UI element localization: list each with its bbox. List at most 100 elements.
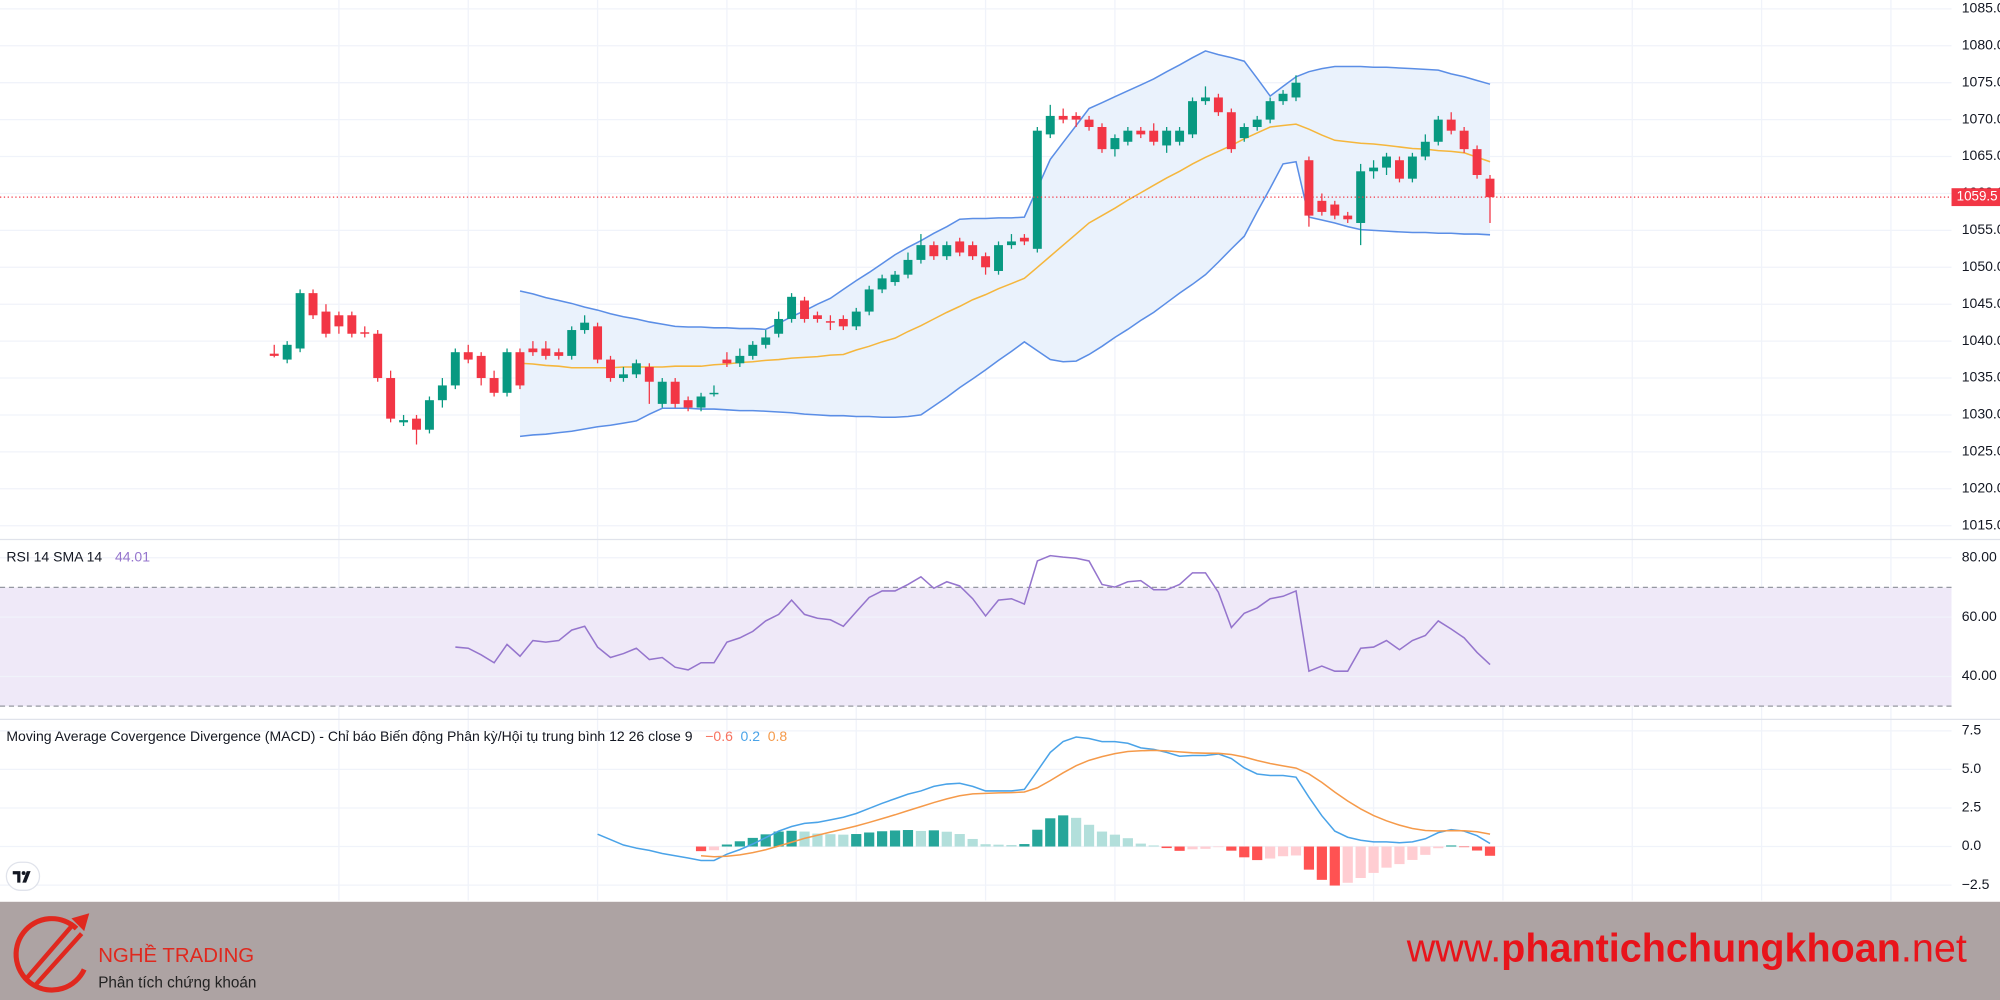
candle-body: [1395, 160, 1404, 179]
candle-body: [1136, 130, 1146, 135]
candle-body: [502, 352, 512, 393]
histogram-bar: [1355, 846, 1366, 878]
grid-layer: [0, 0, 1952, 901]
histogram-bar: [1226, 846, 1237, 851]
histogram-bar: [734, 841, 745, 847]
candle-body: [890, 274, 900, 283]
histogram-bar: [708, 846, 720, 851]
y-tick-label: 1080.0: [1962, 36, 2000, 52]
y-tick-label: 60.00: [1962, 608, 1997, 624]
histogram-bar: [812, 833, 823, 847]
candle-body: [1433, 119, 1443, 142]
histogram-bar: [1290, 846, 1302, 856]
candle-body: [774, 318, 784, 334]
y-tick-label: 1020.0: [1962, 479, 2000, 495]
banner: NGHỀ TRADING Phân tích chứng khoán www.p…: [0, 901, 2000, 1000]
candle-body: [683, 400, 693, 408]
histogram-bar: [695, 846, 707, 852]
y-tick-label: 2.5: [1962, 799, 1982, 815]
candle-body: [412, 418, 421, 430]
candle-body: [282, 344, 292, 360]
url-suffix: .net: [1901, 927, 1967, 971]
candle-body: [929, 245, 939, 257]
histogram-bar: [1265, 846, 1276, 859]
y-tick-label: 0.0: [1962, 837, 1982, 853]
y-tick-label: 1015.0: [1962, 516, 2000, 532]
candle-body: [321, 311, 331, 334]
histogram-bar: [1006, 844, 1017, 847]
histogram-bar: [1471, 846, 1483, 851]
y-tick-label: 1035.0: [1962, 369, 2000, 385]
histogram-bar: [1277, 846, 1289, 857]
candle-body: [670, 381, 680, 404]
candle-body: [864, 289, 874, 312]
candle-body: [1446, 119, 1456, 131]
candle-body: [1382, 156, 1391, 168]
candle-body: [1369, 167, 1379, 172]
y-tick-label: 1030.0: [1962, 406, 2000, 422]
signal-line: [700, 749, 1491, 858]
histogram-bar: [838, 834, 849, 847]
logo-arrows: [23, 922, 84, 987]
candle-body: [437, 385, 447, 401]
histogram-bar: [1032, 829, 1043, 847]
candle-body: [644, 366, 654, 382]
logo-arc: [13, 916, 87, 993]
band-upper: [519, 50, 1491, 331]
candle-body: [787, 296, 797, 319]
tv-logo-bg: [5, 861, 41, 891]
histogram-bar: [1161, 846, 1172, 849]
candle-body: [476, 355, 486, 379]
candle-body: [541, 348, 551, 356]
candle-body: [696, 396, 706, 408]
candle-body: [360, 332, 370, 334]
histogram-bar: [1329, 846, 1340, 886]
histogram-bar: [786, 830, 797, 847]
candle-body: [722, 359, 732, 364]
candle-body: [1343, 215, 1353, 220]
rsi-header: RSI 14 SMA 14 44.01: [6, 548, 150, 564]
candle-body: [1162, 130, 1172, 146]
candle-body: [1485, 178, 1495, 198]
candle-body: [1472, 149, 1482, 175]
band-basis: [519, 123, 1491, 369]
candle-body: [515, 352, 525, 386]
candle-body: [1265, 101, 1275, 120]
candle-body: [981, 256, 991, 268]
histogram-bar: [721, 844, 733, 847]
histogram-bar: [1368, 846, 1379, 873]
histogram-bar: [967, 838, 978, 847]
histogram-bar: [1484, 846, 1496, 856]
candle-body: [748, 344, 758, 356]
candle-body: [1097, 126, 1107, 150]
histogram-bar: [760, 834, 771, 847]
candle-body: [1084, 119, 1094, 127]
candle-body: [657, 381, 667, 404]
website-url: www.phantichchungkhoan.net: [1406, 927, 1967, 971]
histogram-bar: [1342, 846, 1353, 883]
y-tick-label: 1065.0: [1962, 147, 2000, 163]
y-tick-label: 1050.0: [1962, 258, 2000, 274]
histogram-bar: [915, 830, 927, 847]
histogram-bar: [747, 837, 758, 847]
histogram-bar: [1213, 846, 1224, 848]
tv-logo-dot: [21, 871, 26, 875]
logo-arrowhead: [71, 913, 90, 932]
candle-body: [567, 330, 577, 356]
candle-body: [528, 348, 538, 353]
candle-body: [308, 293, 318, 316]
candle-body: [1226, 112, 1236, 150]
candle-body: [916, 245, 926, 260]
brand-logo: [13, 913, 90, 993]
candle-body: [1188, 101, 1197, 135]
candle-body: [1356, 171, 1366, 223]
candle-body: [735, 355, 745, 364]
rsi-title: RSI 14 SMA 14: [6, 548, 102, 564]
candle-body: [554, 352, 564, 356]
candle-body: [942, 245, 952, 257]
tv-logo: [5, 861, 41, 891]
candle-body: [618, 374, 628, 379]
histogram-bar: [902, 830, 914, 847]
